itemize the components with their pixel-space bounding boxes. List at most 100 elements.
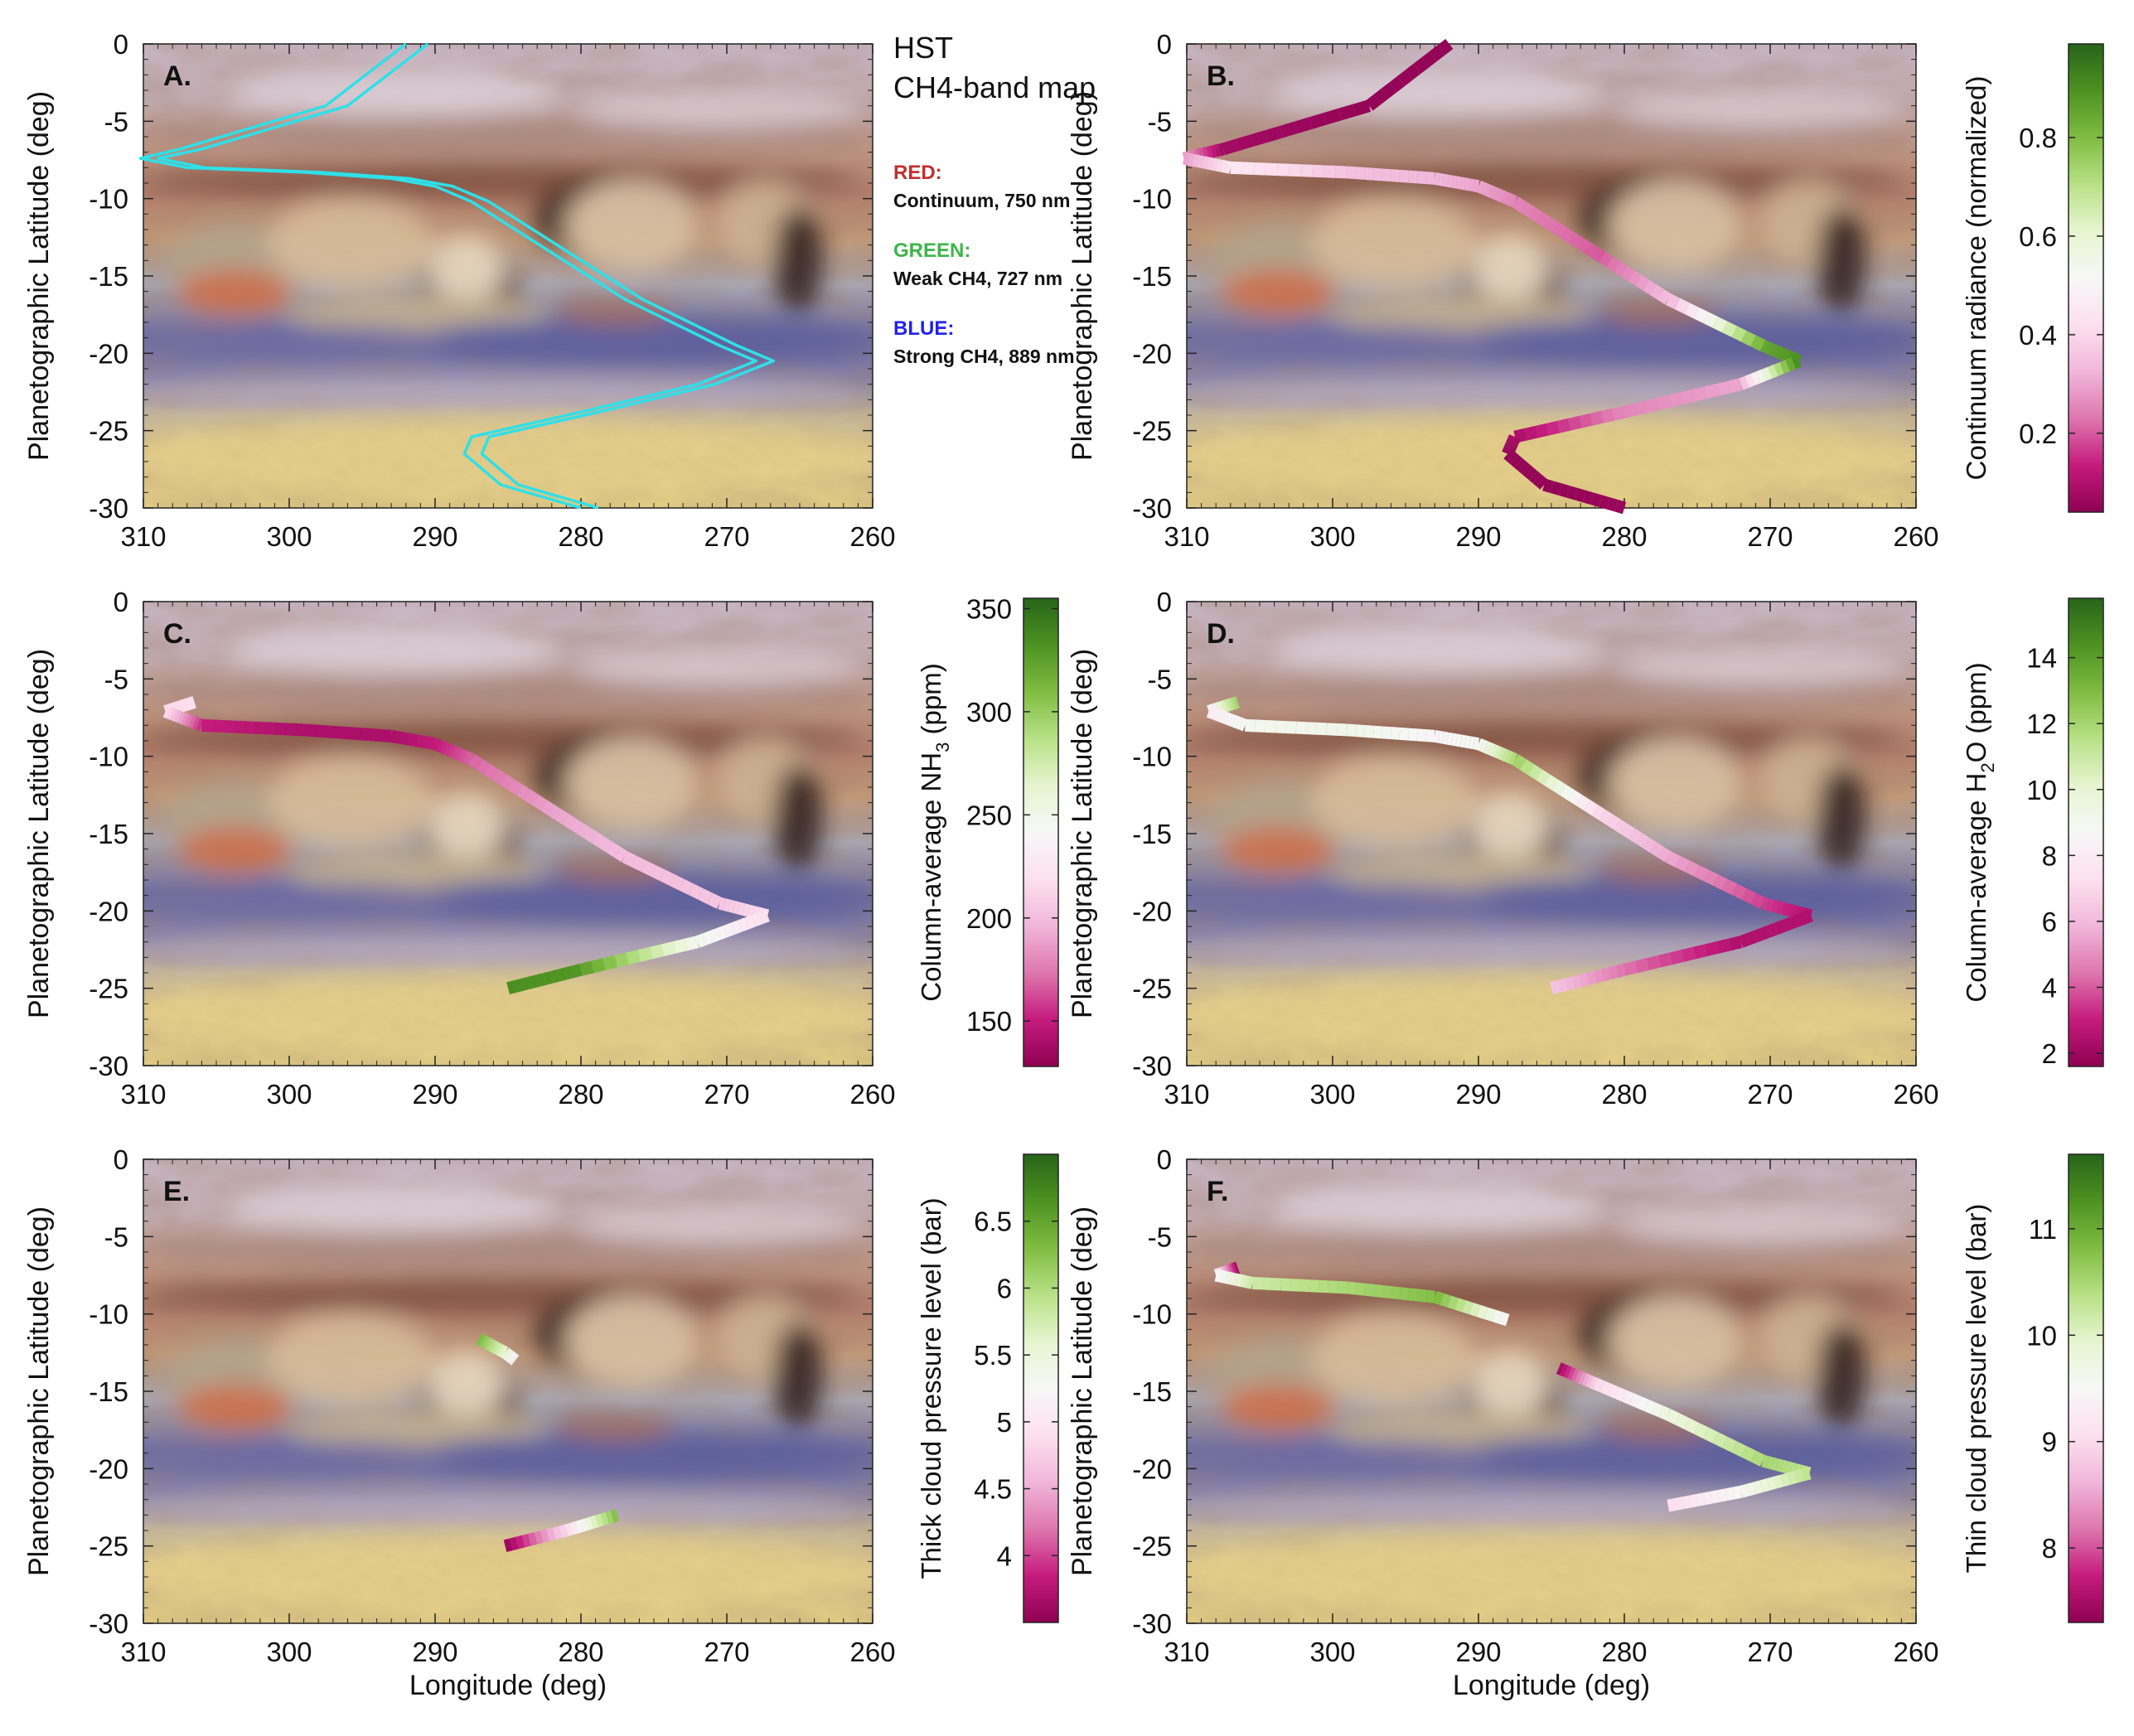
track-segment: [1442, 731, 1449, 745]
track-segment: [451, 746, 460, 759]
track-segment: [570, 819, 585, 834]
panel-C: 310 300 290 280 270 260 0 -5 -10 -15 -20 -25 -30 Plan…: [23, 587, 1059, 1110]
track-segment: [1253, 162, 1266, 176]
track-segment: [1529, 471, 1541, 484]
track-segment: [1399, 169, 1410, 183]
track-segment: [1665, 1409, 1681, 1425]
track-segment: [503, 1349, 512, 1361]
track-segment: [1669, 392, 1685, 408]
track-segment: [188, 715, 197, 728]
track-segment: [1574, 1370, 1584, 1384]
panel-label: B.: [1207, 60, 1235, 92]
track-segment: [1469, 178, 1476, 192]
track-segment: [1703, 1427, 1719, 1443]
y-tick-label: -30: [89, 493, 128, 524]
y-tick-label: -25: [1132, 416, 1172, 447]
track-segment: [1717, 1488, 1728, 1502]
track-segment: [1643, 279, 1657, 296]
track-segment: [1451, 175, 1458, 189]
x-tick-label: 260: [849, 1637, 895, 1667]
colorbar-label-tail: (ppm): [916, 663, 946, 742]
track-segment: [1746, 1482, 1757, 1497]
track-segment: [1425, 1289, 1435, 1303]
track-segment: [1794, 912, 1807, 927]
colorbar-label: Column-average H2O (ppm): [1961, 662, 1998, 1002]
track-segment: [1232, 1273, 1240, 1286]
colorbar-tick-label: 250: [966, 800, 1012, 830]
x-tick-label: 280: [558, 1637, 603, 1667]
x-tick-label: 290: [412, 1637, 457, 1667]
track-segment: [1615, 963, 1626, 978]
track-segment: [1766, 898, 1774, 912]
track-segment: [1432, 1290, 1444, 1306]
colorbar-tick-label: 350: [966, 593, 1012, 624]
track-segment: [1635, 275, 1650, 291]
track-segment: [1532, 473, 1545, 486]
track-segment: [758, 909, 770, 925]
colorbar-tick-label: 200: [966, 903, 1012, 934]
track-segment: [162, 705, 172, 719]
colorbar-tick-label: 5.5: [974, 1340, 1012, 1371]
track-segment: [1517, 461, 1531, 475]
y-tick-label: 0: [1157, 29, 1172, 60]
colorbar-tick-label: 150: [966, 1006, 1012, 1037]
track-segment: [232, 720, 244, 734]
track-segment: [1606, 256, 1621, 273]
track-segment: [373, 728, 384, 742]
track-segment: [1503, 447, 1515, 455]
track-segment: [1206, 157, 1213, 171]
track-segment: [1785, 357, 1796, 372]
legend-blue-label: BLUE:: [893, 317, 954, 340]
track-segment: [1476, 737, 1485, 752]
track-segment: [1778, 347, 1788, 361]
track-segment: [1505, 192, 1514, 206]
track-segment: [501, 1347, 511, 1359]
track-segment: [1364, 724, 1374, 738]
track-segment: [1575, 237, 1591, 254]
colorbar-label-text: Thick cloud pressure level (bar): [916, 1197, 946, 1579]
track-segment: [1607, 1384, 1620, 1399]
track-segment: [1704, 941, 1720, 957]
track-segment: [1658, 1405, 1671, 1420]
track-segment: [1229, 1263, 1236, 1276]
track-segment: [467, 754, 483, 770]
track-segment: [1222, 1270, 1228, 1284]
track-segment: [500, 774, 515, 791]
track-segment: [557, 967, 569, 982]
track-segment: [1353, 99, 1372, 117]
track-segment: [1692, 944, 1708, 960]
x-tick-label: 270: [1747, 521, 1793, 552]
track-segment: [1227, 1264, 1234, 1277]
track-segment: [443, 742, 452, 757]
track-segment: [1364, 167, 1374, 181]
track-segment: [1232, 715, 1241, 728]
y-tick-label: -15: [89, 1376, 128, 1407]
track-segment: [600, 1511, 609, 1526]
colorbar-tick-label: 4: [997, 1540, 1012, 1571]
track-segment: [1210, 157, 1218, 172]
legend-green-label: GREEN:: [893, 239, 970, 262]
track-segment: [1745, 931, 1758, 945]
track-segment: [605, 1511, 615, 1525]
track-segment: [626, 950, 641, 965]
track-segment: [465, 752, 474, 766]
x-tick-label: 300: [266, 1637, 312, 1667]
track-segment: [1773, 362, 1784, 376]
track-segment: [1768, 364, 1778, 379]
track-segment: [1276, 163, 1290, 177]
track-segment: [508, 1352, 517, 1364]
track-segment: [1536, 211, 1551, 228]
track-segment: [672, 938, 688, 954]
hst-map-image: [110, 602, 889, 1066]
track-segment: [1770, 899, 1779, 913]
x-tick-label: 270: [704, 1637, 749, 1667]
x-axis-label: Longitude (deg): [409, 1670, 607, 1701]
track-segment: [1425, 172, 1435, 185]
track-segment: [1722, 321, 1738, 337]
track-segment: [1556, 1362, 1565, 1376]
track-segment: [1667, 1498, 1677, 1512]
panel-E: 310 300 290 280 270 260 0 -5 -10 -15 -20 -25 -30 Plan…: [23, 1144, 1059, 1701]
track-segment: [707, 892, 723, 909]
track-segment: [1511, 196, 1527, 212]
